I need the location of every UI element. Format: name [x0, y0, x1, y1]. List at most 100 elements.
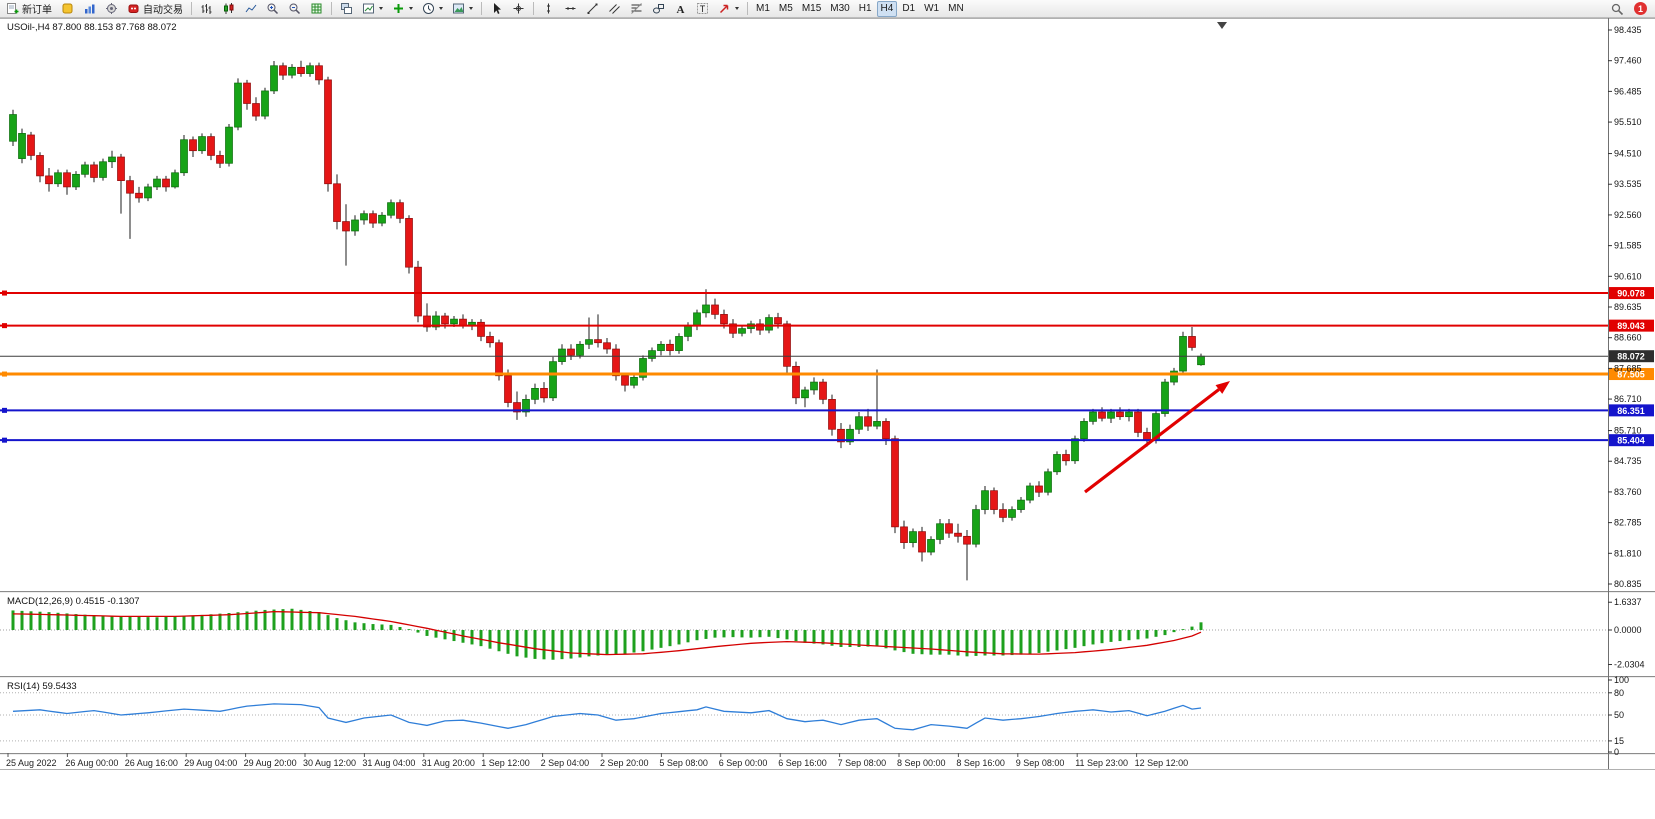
trend-arrow-shaft[interactable] [1084, 388, 1220, 494]
macd-histogram-bar [47, 612, 51, 630]
text-label-button[interactable]: T [692, 1, 713, 17]
options-button[interactable] [101, 1, 122, 17]
candle-body [450, 318, 458, 325]
candle-body [126, 180, 134, 194]
timeframe-m1-button[interactable]: M1 [756, 3, 770, 14]
macd-histogram-bar [839, 630, 843, 647]
line-handle[interactable] [2, 371, 7, 377]
price-axis-label: 92.560 [1614, 210, 1642, 220]
channel-button[interactable] [604, 1, 625, 17]
candle-body [1170, 370, 1178, 383]
macd-histogram-bar [749, 630, 753, 638]
ohlc-text: 87.800 88.153 87.768 88.072 [52, 22, 177, 33]
candle-body [837, 428, 845, 443]
vertical-line-button[interactable] [538, 1, 559, 17]
macd-histogram-bar [281, 609, 285, 630]
candle-body [585, 339, 593, 345]
macd-histogram-bar [722, 630, 726, 638]
candle-body [135, 192, 143, 199]
crosshair-button[interactable] [508, 1, 529, 17]
timeframe-d1-button[interactable]: D1 [902, 3, 916, 14]
cursor-button[interactable] [486, 1, 507, 17]
line-handle[interactable] [2, 437, 7, 443]
candle-body [621, 375, 629, 386]
text-button[interactable]: A [670, 1, 691, 17]
new-chart-button[interactable] [358, 1, 387, 17]
fibonacci-button[interactable] [626, 1, 647, 17]
macd-histogram-bar [704, 630, 708, 639]
arrows-button[interactable] [714, 1, 743, 17]
templates-button[interactable] [448, 1, 477, 17]
timeframe-m5-button[interactable]: M5 [778, 3, 793, 14]
time-axis-label: 8 Sep 00:00 [897, 758, 946, 768]
metaeditor-button[interactable] [57, 1, 78, 17]
trend-arrow-head[interactable] [1215, 381, 1230, 394]
macd-histogram-bar [146, 617, 150, 630]
chart-svg[interactable]: 90.07889.04388.07287.50586.35185.40498.4… [0, 18, 1655, 819]
time-axis[interactable]: 25 Aug 2022 26 Aug 00:00 26 Aug 16:00 29 Au… [6, 753, 1188, 768]
periods-button[interactable] [418, 1, 447, 17]
timeframe-w1-button[interactable]: W1 [924, 3, 940, 14]
bar-chart-button[interactable] [196, 1, 217, 17]
timeframe-mn-button[interactable]: MN [948, 3, 964, 14]
candle-body [864, 416, 872, 427]
candle-body [1098, 411, 1106, 419]
macd-histogram-bar [137, 616, 141, 630]
candle-body [432, 315, 440, 328]
time-axis-label: 31 Aug 20:00 [422, 758, 475, 768]
macd-histogram-bar [200, 614, 204, 630]
macd-histogram-bar [119, 616, 123, 630]
macd-histogram-bar [911, 630, 915, 654]
price-axis-label: 93.535 [1614, 179, 1642, 189]
toolbar-separator [191, 2, 192, 15]
timeframe-h4-button[interactable]: H4 [876, 0, 898, 17]
indicators-button[interactable] [388, 1, 417, 17]
timeframe-m15-button[interactable]: M15 [801, 3, 822, 14]
shapes-button[interactable] [648, 1, 669, 17]
timeframe-m30-button[interactable]: M30 [830, 3, 850, 14]
candle-body [414, 266, 422, 317]
line-handle[interactable] [2, 323, 7, 329]
tile-windows-button[interactable] [336, 1, 357, 17]
macd-histogram-bar [1181, 629, 1185, 630]
macd-pane [0, 608, 1608, 660]
search-button[interactable] [1606, 1, 1628, 17]
candle-body [999, 509, 1007, 518]
candle-body [1125, 411, 1133, 418]
price-axis-label: 83.760 [1614, 487, 1642, 497]
new-order-button[interactable]: 新订单 [2, 1, 56, 17]
candle-body [666, 343, 674, 351]
vertical-line-icon [547, 3, 550, 14]
price-axis[interactable]: 98.435 97.460 96.485 95.510 94.510 93.535 92.5… [1608, 18, 1645, 769]
trend-arrow[interactable] [1084, 381, 1230, 494]
notifications-badge[interactable]: 1 [1634, 2, 1647, 15]
line-handle[interactable] [2, 290, 7, 296]
time-axis-label: 9 Sep 08:00 [1016, 758, 1065, 768]
candle-body [513, 402, 521, 413]
candle-body [1116, 411, 1124, 418]
market-watch-button[interactable] [79, 1, 100, 17]
chart-area[interactable]: 90.078 89.043 88.072 87.505 86.351 85.404 98.4… [0, 18, 1655, 819]
zoom-out-button[interactable] [284, 1, 305, 17]
indicators-list-button[interactable] [306, 1, 327, 17]
macd-histogram-bar [110, 616, 114, 630]
autotrading-button[interactable]: 自动交易 [123, 1, 187, 17]
candle-body [1161, 381, 1169, 414]
trendline-button[interactable] [582, 1, 603, 17]
candle-body [738, 328, 746, 334]
zoom-in-button[interactable] [262, 1, 283, 17]
line-handle[interactable] [2, 407, 7, 413]
horizontal-line-button[interactable] [560, 1, 581, 17]
candle-body [441, 315, 449, 325]
macd-histogram-bar [605, 630, 609, 655]
candle-body [711, 304, 719, 315]
timeframe-h1-button[interactable]: H1 [858, 3, 872, 14]
candlestick-chart-button[interactable] [218, 1, 239, 17]
candle-body [351, 219, 359, 232]
line-chart-button[interactable] [240, 1, 261, 17]
zoom-out-icon [289, 3, 301, 15]
price-axis-label: 80.835 [1614, 579, 1642, 589]
macd-histogram-bar [983, 630, 987, 656]
time-axis-label: 11 Sep 23:00 [1075, 758, 1128, 768]
autotrading-label: 自动交易 [143, 5, 183, 16]
